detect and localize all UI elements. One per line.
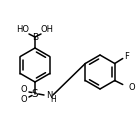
Text: H: H xyxy=(50,94,56,103)
Text: O: O xyxy=(21,95,27,105)
Text: N: N xyxy=(46,91,52,100)
Text: OH: OH xyxy=(41,25,54,34)
Text: O: O xyxy=(21,85,27,93)
Text: S: S xyxy=(32,89,38,99)
Text: HO: HO xyxy=(16,25,29,34)
Text: B: B xyxy=(32,32,38,41)
Text: F: F xyxy=(124,52,129,61)
Text: O: O xyxy=(129,83,135,92)
